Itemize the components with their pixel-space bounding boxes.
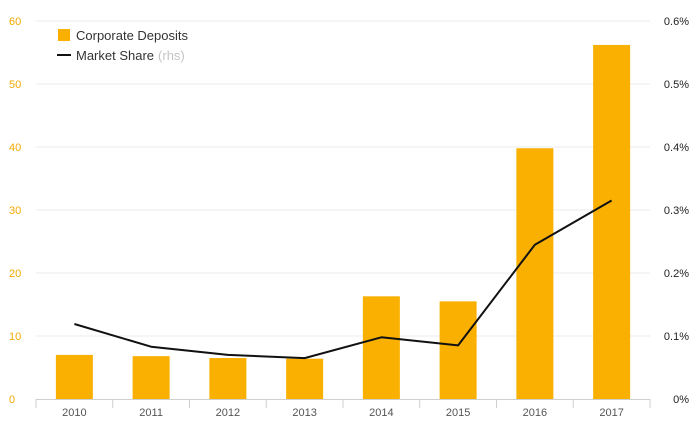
y-tick-label-left: 40 [9, 142, 21, 154]
y-tick-label-right: 0% [673, 394, 689, 406]
bar-deposits [286, 358, 324, 399]
y-tick-label-right: 0.1% [664, 331, 689, 343]
bar-series [55, 44, 631, 399]
y-tick-label-right: 0.3% [664, 205, 689, 217]
bar-deposits [593, 44, 631, 399]
x-tick-label: 2016 [523, 407, 547, 419]
x-tick-label: 2015 [446, 407, 470, 419]
bar-deposits [132, 356, 170, 399]
bar-deposits [516, 148, 554, 399]
legend-label-market-share: Market Share (rhs) [76, 48, 185, 63]
legend: Corporate Deposits Market Share (rhs) [57, 28, 188, 63]
y-tick-label-left: 50 [9, 79, 21, 91]
line-series [74, 199, 613, 360]
legend-label-market-share-suffix: (rhs) [158, 48, 185, 63]
line-market-share [74, 199, 613, 360]
x-tick-label: 2010 [62, 407, 86, 419]
y-tick-label-right: 0.2% [664, 268, 689, 280]
x-tick-label: 2013 [292, 407, 316, 419]
x-tick-label: 2014 [369, 407, 393, 419]
y-tick-label-left: 30 [9, 205, 21, 217]
bar-deposits [55, 354, 93, 399]
legend-swatch-deposits [58, 29, 70, 41]
axes: 0 0% 10 0.1% 20 0.2% 30 0.3% 40 0.4% 50 0.5% 60 0.6% 2… [9, 16, 689, 419]
y-tick-label-left: 10 [9, 331, 21, 343]
y-tick-label-left: 0 [9, 394, 15, 406]
bar-deposits [209, 358, 247, 399]
y-tick-label-right: 0.6% [664, 16, 689, 28]
y-tick-label-right: 0.5% [664, 79, 689, 91]
y-tick-label-right: 0.4% [664, 142, 689, 154]
legend-label-market-share-name: Market Share [76, 48, 154, 63]
x-tick-label: 2017 [599, 407, 623, 419]
bar-deposits [439, 301, 477, 399]
bar-deposits [362, 296, 400, 399]
y-tick-label-left: 60 [9, 16, 21, 28]
x-tick-label: 2012 [216, 407, 240, 419]
x-tick-label: 2011 [139, 407, 163, 419]
legend-label-deposits: Corporate Deposits [76, 28, 188, 43]
y-tick-label-left: 20 [9, 268, 21, 280]
gridlines [36, 20, 650, 337]
